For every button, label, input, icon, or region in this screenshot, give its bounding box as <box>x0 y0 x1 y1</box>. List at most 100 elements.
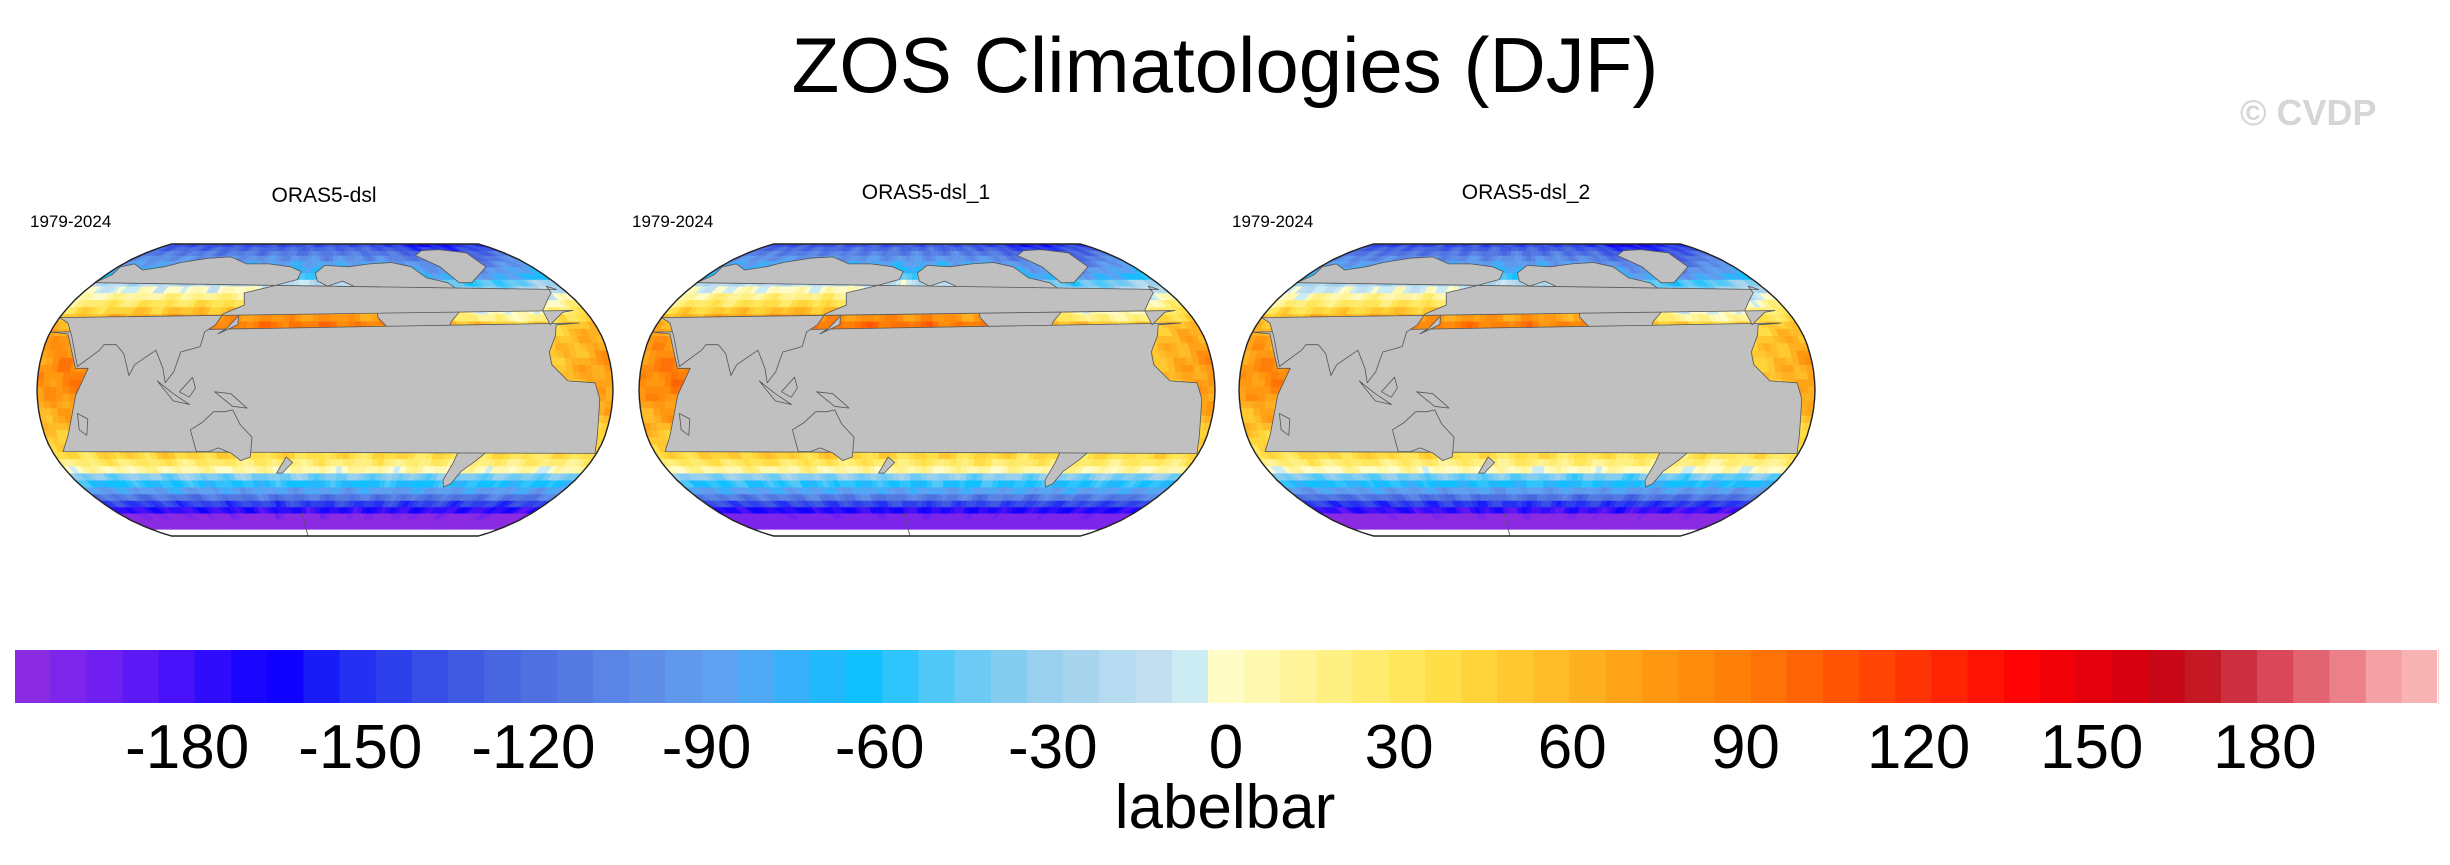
field-cell <box>916 493 923 501</box>
field-cell <box>288 313 297 322</box>
field-cell <box>329 500 336 508</box>
field-cell <box>303 279 311 287</box>
field-cell <box>324 472 332 481</box>
field-cell <box>341 465 349 474</box>
field-cell <box>334 493 341 501</box>
field-cell <box>324 313 332 322</box>
field-cell <box>56 371 65 380</box>
field-cell <box>599 393 607 402</box>
field-cell <box>330 313 338 322</box>
field-cell <box>69 371 77 380</box>
field-cell <box>932 458 940 467</box>
field-cell <box>312 465 320 474</box>
field-cell <box>605 378 613 387</box>
field-cell <box>294 313 303 322</box>
field-cell <box>913 518 920 525</box>
field-cell <box>276 320 284 329</box>
field-cell <box>312 313 320 322</box>
field-cell <box>330 472 337 481</box>
field-cell <box>926 500 933 508</box>
field-cell <box>324 250 330 256</box>
panel-period-3: 1979-2024 <box>1232 212 1314 231</box>
field-cell <box>324 493 331 501</box>
field-cell <box>294 320 302 329</box>
panel-title-1: ORAS5-dsl <box>271 184 377 207</box>
field-cell <box>306 313 314 322</box>
field-cell <box>324 518 330 525</box>
field-cell <box>310 260 317 268</box>
field-cell <box>329 493 336 501</box>
field-cell <box>313 486 321 495</box>
field-cell <box>342 458 350 467</box>
field-cell <box>340 479 348 488</box>
field-cell <box>915 479 922 488</box>
field-cell <box>897 465 905 474</box>
field-cell <box>319 506 326 514</box>
field-cell <box>320 255 326 262</box>
field-cell <box>341 472 349 481</box>
field-cell <box>920 472 928 481</box>
field-cell <box>573 371 581 380</box>
field-cell <box>43 393 51 402</box>
field-cell <box>294 458 303 467</box>
field-cell <box>931 493 938 501</box>
field-cell <box>938 458 946 467</box>
field-cell <box>937 486 944 495</box>
field-cell <box>303 486 310 495</box>
field-cell <box>309 279 316 287</box>
field-cell <box>949 458 958 467</box>
field-cell <box>916 500 923 508</box>
field-cell <box>320 518 326 525</box>
field-cell <box>311 255 318 262</box>
field-cell <box>319 493 326 501</box>
field-cell <box>911 500 918 508</box>
field-cell <box>303 493 311 501</box>
field-cell <box>62 371 71 380</box>
field-cell <box>324 465 332 474</box>
field-cell <box>56 378 64 387</box>
field-cell <box>598 371 607 380</box>
field-cell <box>309 493 316 501</box>
field-cell <box>599 378 607 387</box>
field-cell <box>324 524 330 530</box>
field-cell <box>917 518 924 525</box>
field-cell <box>926 465 934 474</box>
field-cell <box>931 486 939 495</box>
field-cell <box>932 479 939 488</box>
field-cell <box>605 393 613 402</box>
field-cell <box>309 272 316 280</box>
field-cell <box>329 506 335 514</box>
field-cell <box>336 465 343 474</box>
field-cell <box>330 458 338 467</box>
field-cell <box>579 371 588 380</box>
map-panel-2 <box>638 243 1216 537</box>
field-cell <box>892 472 900 481</box>
field-cell <box>926 458 934 467</box>
field-cell <box>318 465 326 474</box>
field-cell <box>921 486 928 495</box>
field-cell <box>56 400 65 409</box>
field-cell <box>904 479 912 488</box>
field-cell <box>905 493 913 501</box>
field-cell <box>309 500 316 508</box>
field-cell <box>318 472 326 481</box>
field-cell <box>37 378 45 387</box>
field-cell <box>926 479 933 488</box>
field-cell <box>297 486 305 495</box>
field-cell <box>932 465 940 474</box>
field-cell <box>301 472 309 481</box>
field-cell <box>896 458 905 467</box>
field-cell <box>288 320 296 329</box>
field-cell <box>315 255 322 262</box>
field-cell <box>905 486 912 495</box>
field-cell <box>330 465 338 474</box>
field-cell <box>920 465 928 474</box>
field-cell <box>296 479 304 488</box>
field-cell <box>324 506 331 514</box>
field-cell <box>948 472 956 481</box>
field-cell <box>312 458 320 467</box>
field-cell <box>324 479 331 488</box>
field-cell <box>917 506 923 514</box>
field-cell <box>310 266 317 274</box>
field-cell <box>50 400 58 409</box>
